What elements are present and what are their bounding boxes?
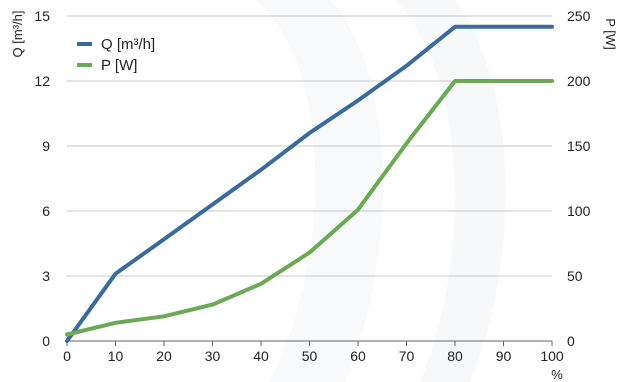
x-tick-label: 50 bbox=[302, 348, 318, 364]
y-left-tick-labels: 0 3 6 9 12 15 bbox=[34, 8, 50, 349]
y-right-tick-label: 200 bbox=[567, 73, 591, 89]
data-point-p bbox=[114, 321, 117, 325]
data-point-q bbox=[211, 203, 214, 206]
data-point-p bbox=[356, 208, 360, 212]
data-point-q bbox=[308, 131, 311, 135]
y-left-tick-label: 12 bbox=[34, 73, 50, 89]
data-point-p bbox=[405, 141, 408, 145]
y-right-axis-title: P [W] bbox=[603, 18, 618, 50]
data-point-q bbox=[65, 339, 69, 343]
data-point-p bbox=[453, 79, 457, 83]
x-tick-label: 20 bbox=[156, 348, 172, 364]
data-point-p bbox=[211, 303, 214, 307]
x-tick-label: 10 bbox=[108, 348, 124, 364]
legend-label-p: P [W] bbox=[101, 57, 137, 74]
data-point-q bbox=[114, 272, 117, 276]
y-right-tick-label: 150 bbox=[567, 138, 591, 154]
y-left-axis-title: Q [m³/h] bbox=[10, 11, 25, 58]
series-group bbox=[65, 24, 554, 343]
x-tick-label: 90 bbox=[496, 348, 512, 364]
legend-label-q: Q [m³/h] bbox=[101, 36, 155, 53]
data-point-q bbox=[502, 25, 505, 29]
y-left-tick-label: 6 bbox=[42, 203, 50, 219]
axes bbox=[66, 340, 553, 346]
x-tick-label: 0 bbox=[63, 348, 71, 364]
data-point-p bbox=[162, 314, 166, 318]
y-left-tick-label: 9 bbox=[42, 138, 50, 154]
x-tick-label: 60 bbox=[350, 348, 366, 364]
watermark-shape bbox=[255, 0, 506, 382]
y-right-tick-label: 50 bbox=[567, 268, 583, 284]
y-left-tick-label: 15 bbox=[34, 8, 50, 24]
x-tick-label: 40 bbox=[253, 348, 269, 364]
data-point-p bbox=[308, 251, 311, 255]
data-point-q bbox=[162, 237, 166, 241]
data-point-q bbox=[550, 25, 554, 29]
y-right-tick-label: 0 bbox=[567, 333, 575, 349]
x-tick-label: 100 bbox=[540, 348, 564, 364]
data-point-q bbox=[259, 168, 263, 172]
data-point-q bbox=[356, 99, 360, 102]
y-right-tick-label: 250 bbox=[567, 8, 591, 24]
data-point-p bbox=[65, 333, 69, 336]
legend: Q [m³/h] P [W] bbox=[77, 36, 155, 74]
data-point-q bbox=[405, 64, 408, 68]
x-tick-label: 30 bbox=[205, 348, 221, 364]
y-left-tick-label: 0 bbox=[42, 333, 50, 349]
x-tick-labels: 0 10 20 30 40 50 60 70 80 90 100 bbox=[63, 348, 564, 364]
x-tick-label: 70 bbox=[399, 348, 415, 364]
data-point-p bbox=[502, 79, 505, 83]
x-axis-title: % bbox=[551, 367, 563, 382]
y-right-tick-labels: 0 50 100 150 200 250 bbox=[567, 8, 591, 349]
data-point-p bbox=[550, 79, 554, 83]
data-point-p bbox=[259, 282, 263, 286]
y-left-tick-label: 3 bbox=[42, 268, 50, 284]
y-right-tick-label: 100 bbox=[567, 203, 591, 219]
data-point-q bbox=[453, 25, 457, 29]
x-tick-label: 80 bbox=[447, 348, 463, 364]
